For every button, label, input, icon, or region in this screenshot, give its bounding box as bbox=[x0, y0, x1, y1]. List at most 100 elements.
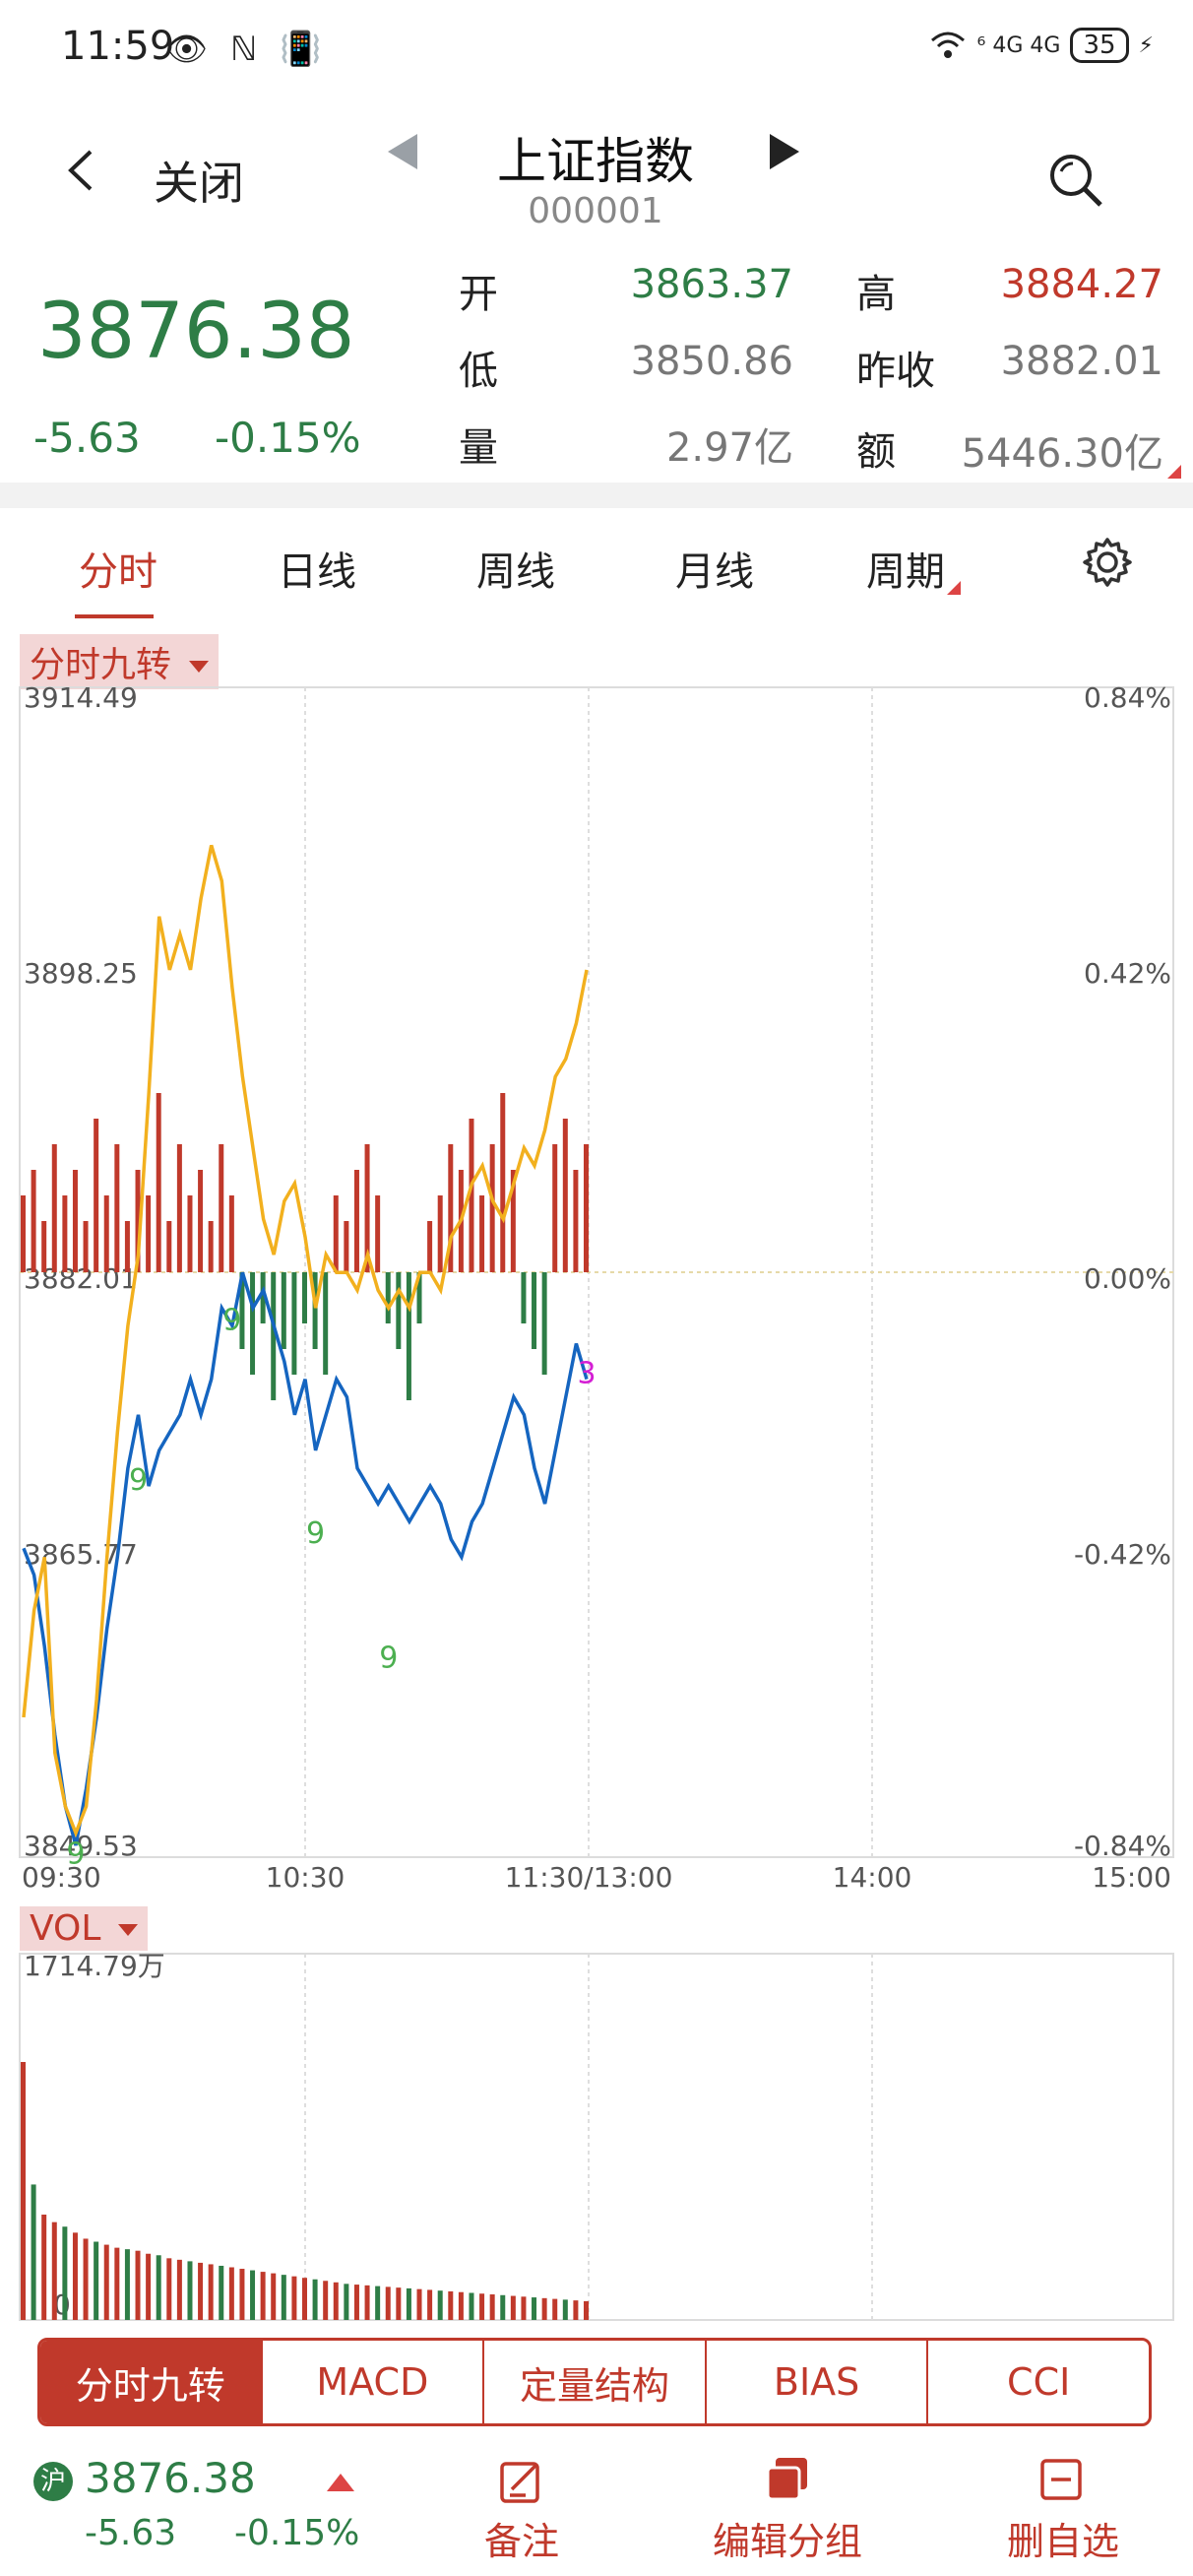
prev-close-value: 3882.01 bbox=[1000, 339, 1163, 384]
volume-bar-30 bbox=[333, 2282, 339, 2320]
charging-icon: ⚡ bbox=[1138, 32, 1154, 58]
flow-bar-35 bbox=[385, 1272, 391, 1323]
stock-code: 000001 bbox=[528, 191, 663, 231]
volume-bar-9 bbox=[114, 2247, 120, 2320]
indicator-selector[interactable]: 分时九转 bbox=[20, 634, 220, 689]
flow-bar-37 bbox=[406, 1272, 411, 1400]
remove-icon bbox=[1040, 2459, 1082, 2500]
volume-bar-37 bbox=[406, 2287, 411, 2320]
volume-bar-10 bbox=[124, 2249, 130, 2320]
indicator-tab-cci[interactable]: CCI bbox=[1007, 2360, 1071, 2404]
period-dropdown-icon[interactable] bbox=[947, 581, 961, 595]
flow-bar-54 bbox=[584, 1144, 589, 1272]
volume-bar-35 bbox=[385, 2286, 391, 2320]
volume-bar-23 bbox=[260, 2272, 266, 2320]
intraday-chart[interactable]: 3914.493898.253882.013865.773849.530.84%… bbox=[0, 679, 1193, 2324]
vol-selector-label: VOL bbox=[30, 1908, 101, 1949]
volume-bar-36 bbox=[396, 2287, 402, 2320]
flow-bar-31 bbox=[344, 1221, 349, 1272]
flow-bar-34 bbox=[375, 1195, 381, 1272]
flow-bar-32 bbox=[353, 1170, 359, 1272]
high-value: 3884.27 bbox=[1000, 262, 1163, 307]
prev-stock-icon[interactable] bbox=[388, 134, 417, 169]
x-tick-3: 14:00 bbox=[833, 1861, 912, 1894]
edit-group-label: 编辑分组 bbox=[712, 2520, 862, 2563]
flow-bar-50 bbox=[541, 1272, 547, 1375]
indicator-tab-nine[interactable]: 分时九转 bbox=[40, 2341, 263, 2423]
volume-value: 2.97亿 bbox=[665, 425, 793, 471]
volume-bar-1 bbox=[31, 2184, 36, 2320]
volume-bar-42 bbox=[458, 2291, 464, 2320]
battery-level: 35 bbox=[1070, 28, 1129, 63]
volume-bar-44 bbox=[479, 2293, 485, 2320]
x-tick-4: 15:00 bbox=[1092, 1861, 1171, 1894]
volume-frame bbox=[19, 1953, 1174, 2321]
volume-bar-18 bbox=[208, 2264, 214, 2320]
indicator-tab-structure[interactable]: 定量结构 bbox=[484, 2341, 707, 2423]
gear-icon[interactable] bbox=[1081, 536, 1134, 589]
dropdown-icon bbox=[189, 661, 210, 673]
bottom-price: 3876.38 bbox=[85, 2454, 256, 2502]
right-tick-3: -0.42% bbox=[1074, 1538, 1171, 1571]
status-time: 11:59 bbox=[61, 24, 175, 69]
volume-bar-14 bbox=[166, 2258, 172, 2320]
flow-bar-53 bbox=[573, 1170, 579, 1272]
open-value: 3863.37 bbox=[630, 262, 793, 307]
status-right: ⁶ 4G 4G 35 ⚡ bbox=[928, 28, 1154, 63]
bottom-change: -5.63 bbox=[85, 2513, 177, 2553]
indicator-tab-macd[interactable]: MACD bbox=[263, 2341, 485, 2423]
expand-corner-icon[interactable] bbox=[1167, 465, 1181, 479]
page-title: 上证指数 bbox=[497, 133, 694, 190]
flow-bar-43 bbox=[469, 1119, 474, 1272]
indicator-tab-bias[interactable]: BIAS bbox=[707, 2341, 929, 2423]
indicator-selector-label: 分时九转 bbox=[30, 645, 172, 685]
volume-bar-19 bbox=[219, 2265, 224, 2320]
flow-bar-52 bbox=[562, 1119, 568, 1272]
nine-mark-2: 9 bbox=[306, 1516, 325, 1551]
flow-bar-17 bbox=[198, 1170, 204, 1272]
low-value: 3850.86 bbox=[630, 339, 793, 384]
flow-bar-40 bbox=[437, 1195, 443, 1272]
volume-bar-29 bbox=[323, 2281, 329, 2320]
signal-label: ⁶ 4G 4G bbox=[976, 32, 1061, 58]
tab-monthly[interactable]: 月线 bbox=[675, 549, 754, 595]
search-icon[interactable] bbox=[1045, 150, 1104, 209]
volume-bar-24 bbox=[271, 2273, 277, 2320]
flow-bar-51 bbox=[552, 1144, 558, 1272]
volume-bar-48 bbox=[521, 2296, 527, 2320]
volume-label: 量 bbox=[459, 425, 498, 471]
tab-weekly[interactable]: 周线 bbox=[476, 549, 555, 595]
tab-daily[interactable]: 日线 bbox=[278, 549, 356, 595]
flow-bar-18 bbox=[208, 1221, 214, 1272]
expand-up-icon[interactable] bbox=[327, 2474, 354, 2491]
tab-underline bbox=[75, 614, 154, 618]
back-icon[interactable] bbox=[59, 148, 104, 193]
vol-selector[interactable]: VOL bbox=[20, 1906, 149, 1951]
close-button[interactable]: 关闭 bbox=[154, 157, 244, 210]
flow-bar-22 bbox=[250, 1272, 256, 1375]
open-label: 开 bbox=[459, 272, 498, 317]
flow-bar-46 bbox=[500, 1093, 506, 1272]
flow-bar-49 bbox=[532, 1272, 537, 1349]
right-tick-0: 0.84% bbox=[1084, 681, 1171, 714]
nine-mark-0: 9 bbox=[66, 1836, 85, 1871]
low-label: 低 bbox=[459, 349, 498, 394]
tab-minute[interactable]: 分时 bbox=[79, 549, 157, 595]
volume-bar-39 bbox=[427, 2289, 433, 2320]
volume-bar-22 bbox=[250, 2270, 256, 2320]
flow-bar-11 bbox=[135, 1170, 141, 1272]
flow-bar-19 bbox=[219, 1144, 224, 1272]
tab-period[interactable]: 周期 bbox=[866, 549, 945, 595]
volume-bar-16 bbox=[187, 2261, 193, 2320]
current-price: 3876.38 bbox=[37, 288, 355, 376]
edit-icon bbox=[500, 2462, 539, 2503]
flow-bar-36 bbox=[396, 1272, 402, 1349]
right-tick-4: -0.84% bbox=[1074, 1830, 1171, 1862]
volume-bar-12 bbox=[146, 2253, 152, 2320]
flow-bar-12 bbox=[146, 1195, 152, 1272]
next-stock-icon[interactable] bbox=[770, 134, 799, 169]
volume-bar-7 bbox=[94, 2241, 99, 2320]
flow-bar-44 bbox=[479, 1195, 485, 1272]
left-tick-1: 3898.25 bbox=[24, 957, 138, 990]
high-label: 高 bbox=[856, 272, 896, 317]
